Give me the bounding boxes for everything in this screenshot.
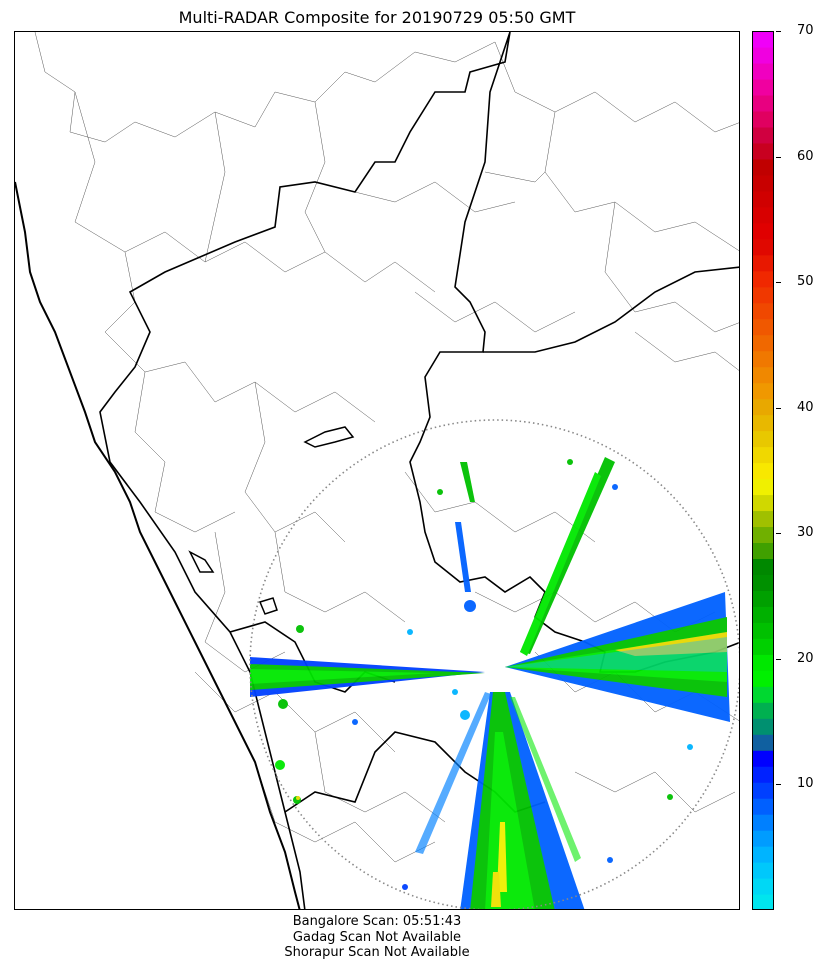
colorbar-bin [752,718,774,735]
colorbar-bin [752,318,774,336]
colorbar-bin [752,254,774,272]
colorbar-tick [776,784,781,786]
colorbar-bin [752,670,774,687]
state-boundary-east [483,266,739,353]
colorbar-bin [752,798,774,815]
colorbar-bin [752,782,774,799]
colorbar-bin [752,158,774,176]
colorbar-bin [752,238,774,256]
colorbar-bin [752,510,774,528]
colorbar-bin [752,398,774,416]
colorbar-tick [776,156,781,158]
colorbar-bin [752,622,774,639]
colorbar-tick [776,31,781,32]
chart-title: Multi-RADAR Composite for 20190729 05:50… [178,8,576,27]
scan-status-line: Shorapur Scan Not Available [284,945,470,960]
colorbar-bin [752,830,774,847]
colorbar-bin [752,382,774,400]
colorbar-tick [776,407,781,409]
colorbar-bin [752,734,774,751]
colorbar-bin [752,446,774,464]
colorbar-bin [752,350,774,368]
colorbar-bin [752,638,774,655]
colorbar-tick [776,658,781,660]
colorbar-bin [752,686,774,703]
colorbar-bin [752,302,774,320]
colorbar-bin [752,574,774,591]
colorbar-bin [752,878,774,895]
colorbar-tick-label: 40 [797,399,814,415]
colorbar-bin [752,590,774,607]
colorbar-bin [752,142,774,160]
colorbar-bin [752,814,774,831]
scan-status-line: Bangalore Scan: 05:51:43 [292,914,462,929]
colorbar-bin [752,766,774,783]
colorbar-bin [752,366,774,384]
reservoir [188,550,215,573]
colorbar-bin [752,750,774,767]
colorbar-bin [752,414,774,432]
colorbar-tick [776,282,781,284]
colorbar-bin [752,270,774,288]
colorbar-bin [752,110,774,128]
colorbar-tick [776,533,781,535]
colorbar-tick-label: 10 [797,776,814,792]
colorbar-tick-label: 20 [797,650,814,666]
colorbar-bin [752,286,774,304]
colorbar-bin [752,334,774,352]
map-panel[interactable] [14,31,740,910]
colorbar [752,31,774,910]
district-boundaries [34,32,739,863]
colorbar-bin [752,430,774,448]
colorbar-bin [752,702,774,719]
colorbar-bin [752,846,774,863]
colorbar-bin [752,174,774,192]
colorbar-tick-label: 60 [797,148,814,164]
colorbar-bin [752,462,774,480]
colorbar-tick-label: 70 [797,23,814,38]
reservoir [258,597,278,615]
colorbar-bin [752,894,774,910]
radar-echoes [250,457,730,909]
colorbar-bin [752,46,774,64]
radar-map[interactable] [15,32,740,910]
scan-status-line: Gadag Scan Not Available [292,929,462,945]
colorbar-bin [752,494,774,512]
colorbar-bin [752,206,774,224]
colorbar-bin [752,31,774,48]
colorbar-frame [752,31,774,910]
colorbar-bin [752,558,774,575]
colorbar-bin [752,78,774,96]
colorbar-bin [752,94,774,112]
colorbar-bin [752,654,774,671]
colorbar-bin [752,222,774,240]
colorbar-bin [752,190,774,208]
colorbar-bin [752,478,774,496]
colorbar-bin [752,62,774,80]
colorbar-bin [752,542,774,559]
colorbar-bin [752,862,774,879]
scan-status-footer: Bangalore Scan: 05:51:43 Gadag Scan Not … [14,914,740,961]
colorbar-tick-label: 50 [797,274,814,290]
reservoir [303,426,355,448]
colorbar-bin [752,126,774,144]
coastline [15,181,301,909]
colorbar-bin [752,606,774,623]
colorbar-bin [752,526,774,544]
colorbar-tick-label: 30 [797,525,814,541]
